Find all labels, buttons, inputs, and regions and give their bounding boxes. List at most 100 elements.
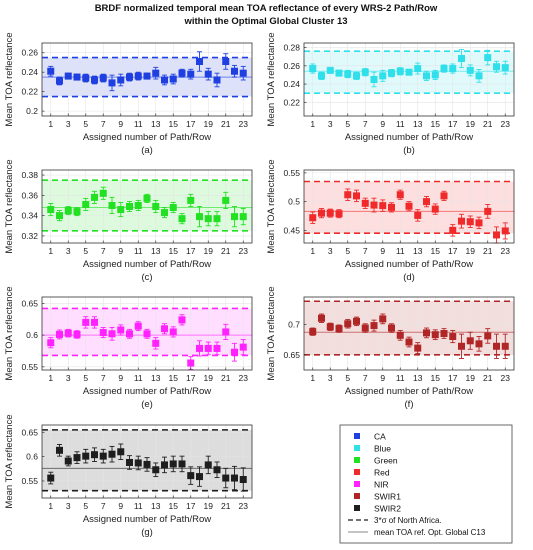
panel-label: (c) <box>141 272 152 283</box>
data-point <box>370 76 378 83</box>
data-point <box>169 328 177 336</box>
data-point <box>204 215 212 223</box>
axes-frame <box>303 296 515 371</box>
x-axis-label: Assigned number of Path/Row <box>345 259 473 270</box>
legend-box <box>339 424 513 544</box>
data-point <box>414 211 422 219</box>
data-point <box>99 452 107 460</box>
x-tick-label: 19 <box>204 373 214 383</box>
data-point <box>91 193 98 201</box>
legend-marker-swir1 <box>354 493 360 499</box>
data-point <box>169 204 177 212</box>
y-tick-label: 0.38 <box>21 170 38 180</box>
chart-panels: 1 3 5 7 9 11 13 15 17 19 21 230.20.220.240.26Assign… <box>4 32 515 538</box>
x-tick-label: 11 <box>134 119 143 129</box>
axes-frame <box>303 169 515 244</box>
x-tick-label: 3 <box>66 246 71 256</box>
data-point <box>99 189 107 197</box>
data-point <box>414 65 422 73</box>
x-tick-label: 19 <box>466 246 476 256</box>
data-point <box>64 329 72 337</box>
data-point <box>361 324 369 332</box>
x-tick-label: 5 <box>83 119 88 129</box>
data-point <box>388 203 395 211</box>
data-point <box>91 318 98 326</box>
data-point <box>108 201 116 209</box>
data-point <box>126 458 133 466</box>
data-point <box>47 474 55 482</box>
x-tick-label: 11 <box>134 373 143 383</box>
x-tick-label: 23 <box>239 373 249 383</box>
panel-label: (g) <box>141 527 153 538</box>
x-tick-label: 7 <box>363 246 368 256</box>
legend-marker-ca <box>354 433 360 439</box>
data-point <box>178 460 186 468</box>
panel-blue: 1 3 5 7 9 11 13 15 17 19 21 230.220.240.260.28Assig… <box>266 32 515 156</box>
data-point <box>431 205 439 213</box>
data-point <box>178 316 186 324</box>
data-point <box>196 57 203 65</box>
x-tick-label: 23 <box>239 119 249 129</box>
data-point <box>309 214 317 222</box>
x-tick-label: 13 <box>413 119 423 129</box>
y-tick-label: 0.26 <box>21 48 38 58</box>
data-point <box>47 206 55 214</box>
legend-label-swir2: SWIR2 <box>374 504 401 514</box>
legend-label-ca: CA <box>374 432 386 442</box>
data-point <box>309 65 317 73</box>
x-tick-label: 13 <box>151 119 161 129</box>
data-point <box>370 322 378 330</box>
data-point <box>405 202 413 210</box>
data-point <box>449 333 457 341</box>
data-point <box>370 201 378 209</box>
x-tick-label: 9 <box>380 246 385 256</box>
data-point <box>126 73 133 81</box>
panel-label: (f) <box>405 399 414 410</box>
x-tick-label: 3 <box>328 373 333 383</box>
data-point <box>178 69 186 77</box>
x-tick-label: 3 <box>328 119 333 129</box>
panel-green: 1 3 5 7 9 11 13 15 17 19 21 230.320.340.360.38Assig… <box>4 159 253 283</box>
x-tick-label: 15 <box>169 119 179 129</box>
x-tick-label: 17 <box>186 501 196 511</box>
data-point <box>222 196 230 204</box>
data-point <box>475 340 483 348</box>
data-point <box>326 323 334 331</box>
data-point <box>466 337 474 345</box>
x-tick-label: 9 <box>380 373 385 383</box>
data-point <box>344 70 352 78</box>
data-point <box>484 54 492 62</box>
data-point <box>326 209 334 217</box>
data-point <box>204 70 212 78</box>
x-axis-label: Assigned number of Path/Row <box>345 386 473 397</box>
data-point <box>82 200 90 208</box>
data-point <box>388 69 395 77</box>
x-tick-label: 21 <box>221 246 231 256</box>
data-point <box>82 74 90 82</box>
data-point <box>82 452 90 460</box>
x-tick-label: 1 <box>48 501 53 511</box>
axes-frame <box>41 42 253 117</box>
data-point <box>231 213 238 221</box>
data-point <box>318 314 325 322</box>
data-point <box>91 451 98 459</box>
data-point <box>493 63 500 71</box>
x-tick-label: 1 <box>48 119 53 129</box>
data-point <box>326 66 334 74</box>
legend-marker-swir2 <box>354 505 360 511</box>
data-point <box>231 348 238 356</box>
data-point <box>187 472 195 480</box>
y-tick-label: 0.55 <box>21 362 38 372</box>
x-tick-label: 11 <box>396 246 405 256</box>
data-point <box>475 72 483 80</box>
data-point <box>423 329 430 337</box>
data-point <box>134 72 142 80</box>
data-point <box>161 461 168 469</box>
data-point <box>361 68 369 76</box>
y-tick-label: 0.36 <box>21 190 38 200</box>
data-point <box>318 209 325 217</box>
data-point <box>152 69 160 77</box>
data-point <box>152 203 160 210</box>
